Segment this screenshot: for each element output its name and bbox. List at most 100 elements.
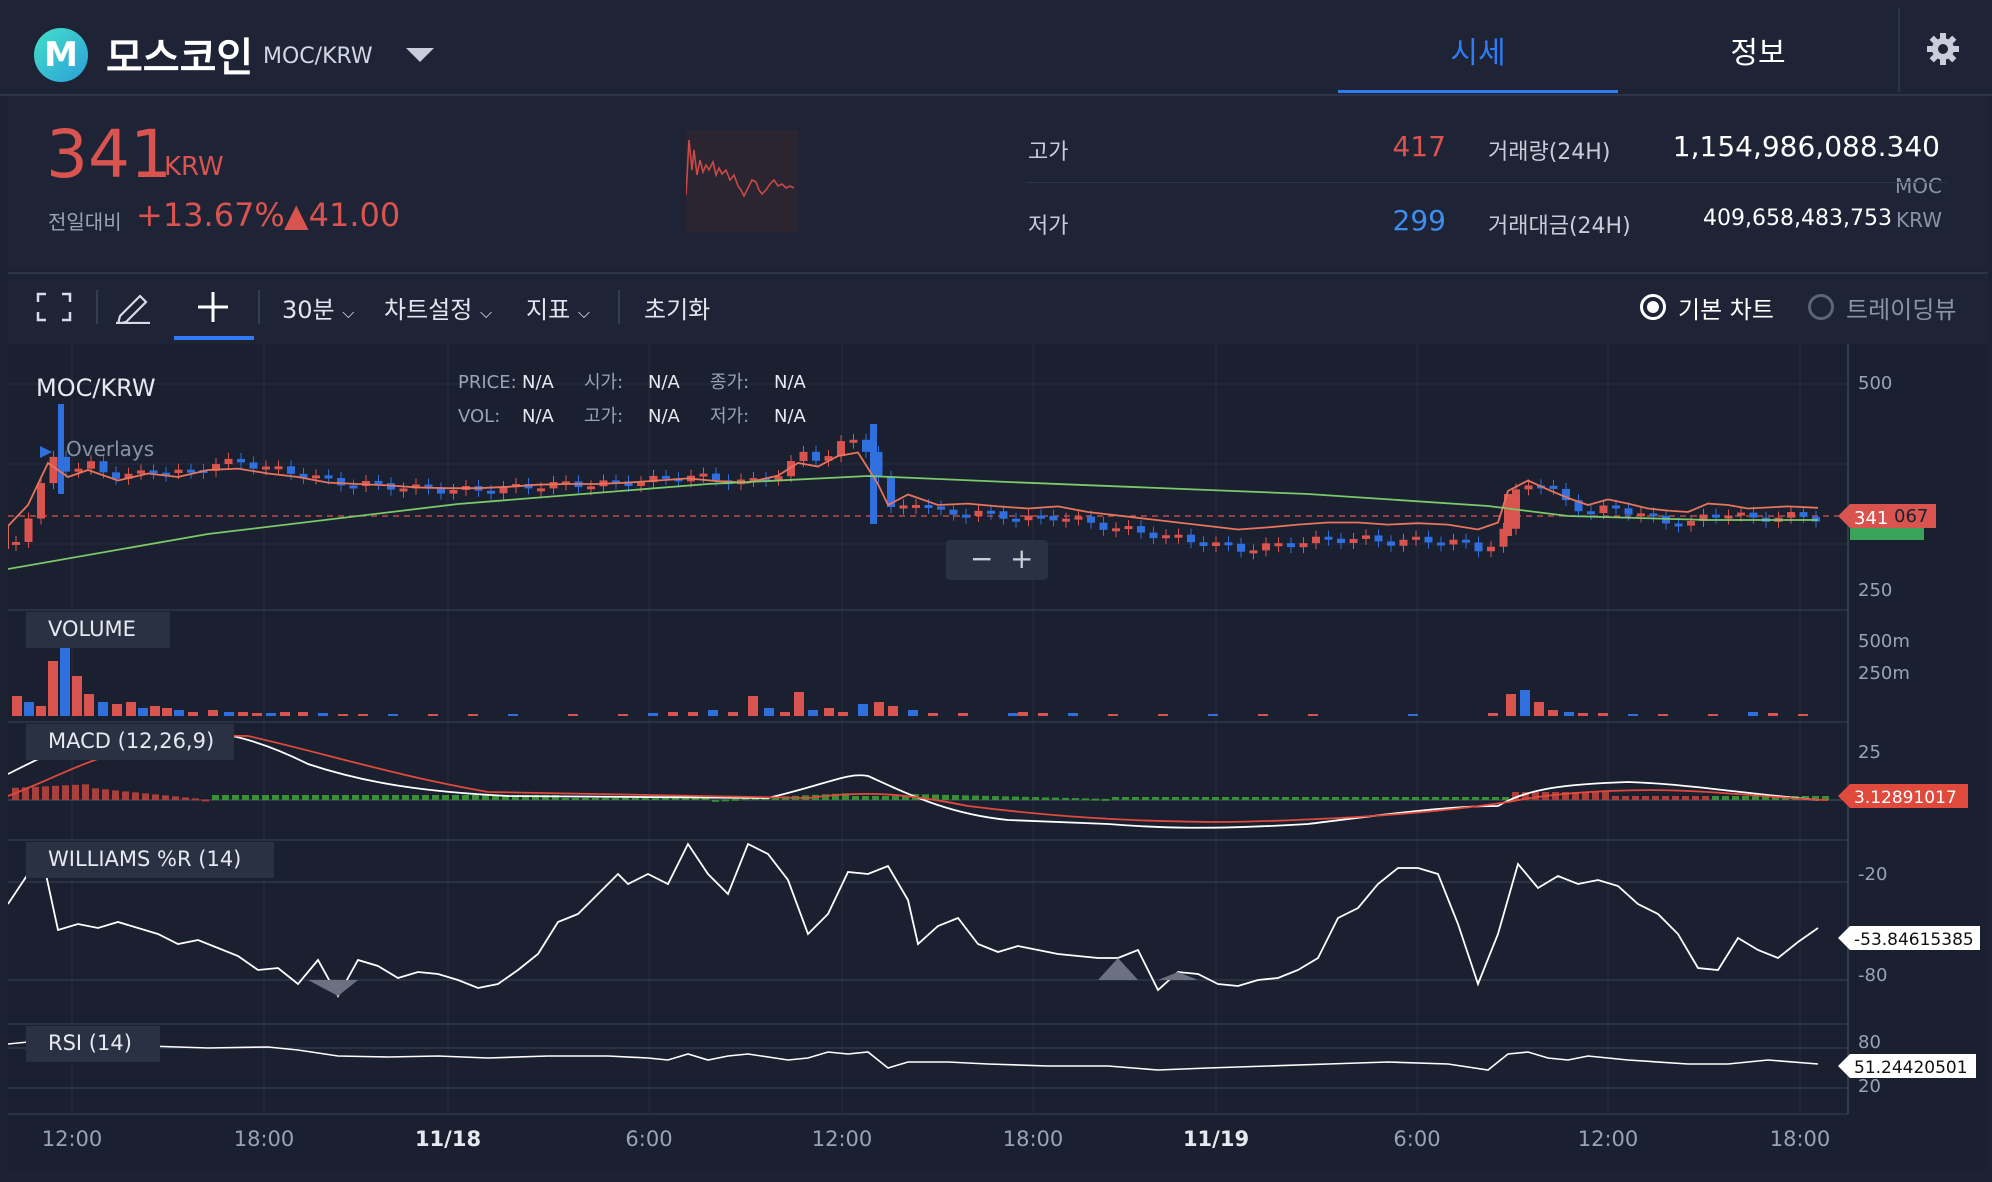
macd-histogram-bar: [942, 794, 949, 800]
candle: [58, 404, 64, 494]
macd-histogram-bar: [1592, 792, 1599, 800]
volume-bar: [1578, 713, 1588, 716]
candle: [1574, 500, 1583, 512]
tab-info[interactable]: 정보: [1730, 36, 1786, 71]
macd-histogram-bar: [892, 796, 899, 800]
oversold-fill: [308, 980, 358, 996]
tab-price[interactable]: 시세: [1450, 36, 1506, 71]
candle: [1374, 535, 1383, 542]
macd-histogram-bar: [702, 798, 709, 800]
trading-view-radio[interactable]: [1808, 294, 1834, 320]
macd-histogram-bar: [1682, 796, 1689, 800]
price-unit: KRW: [164, 152, 224, 182]
candle: [1124, 526, 1133, 530]
candle: [124, 473, 133, 479]
candle: [1362, 535, 1370, 539]
trading-view-label[interactable]: 트레이딩뷰: [1846, 296, 1957, 324]
volume-bar: [958, 713, 968, 716]
macd-histogram-bar: [1492, 797, 1499, 800]
candle: [1112, 528, 1120, 532]
candle: [562, 481, 570, 485]
time-tick: 12:00: [812, 1127, 873, 1151]
williams-tick: -80: [1858, 965, 1887, 986]
candle: [887, 476, 895, 508]
candle: [1387, 541, 1395, 546]
macd-histogram-bar: [1022, 796, 1029, 800]
candle: [1737, 512, 1745, 516]
macd-histogram-bar: [1562, 792, 1569, 800]
candle: [1324, 536, 1333, 540]
macd-histogram-bar: [1762, 796, 1769, 800]
coin-name: 모스코인: [106, 35, 254, 81]
candle: [24, 518, 33, 542]
zoom-in-button[interactable]: +: [1010, 542, 1033, 575]
macd-histogram-bar: [1422, 797, 1429, 800]
chart-settings-menu[interactable]: 차트설정 ⌵: [384, 290, 492, 325]
candle: [212, 464, 220, 471]
macd-histogram-bar: [862, 796, 869, 800]
pane-label-bg: [26, 842, 274, 878]
price-chart[interactable]: MOC/KRW Overlays PRICE: N/A 시가: N/A 종가: …: [8, 344, 1988, 1170]
pencil-icon[interactable]: [114, 290, 152, 324]
macd-histogram-bar: [22, 787, 29, 800]
macd-histogram-bar: [642, 798, 649, 800]
indicators-menu[interactable]: 지표 ⌵: [526, 290, 590, 325]
candle: [1712, 514, 1720, 518]
volume-bar: [252, 713, 262, 716]
macd-histogram-bar: [1012, 796, 1019, 800]
volume-bar: [1158, 714, 1168, 716]
price-sparkline: [686, 130, 798, 232]
candle: [937, 506, 945, 510]
macd-histogram-bar: [1642, 796, 1649, 800]
macd-histogram-bar: [262, 795, 269, 800]
macd-histogram-bar: [1552, 792, 1559, 800]
rsi-value: 51.24420501: [1854, 1058, 1968, 1078]
macd-histogram-bar: [492, 795, 499, 800]
macd-histogram-bar: [382, 795, 389, 800]
macd-histogram-bar: [1572, 792, 1579, 800]
candle: [637, 482, 645, 487]
macd-histogram-bar: [972, 795, 979, 800]
macd-histogram-bar: [1582, 792, 1589, 800]
overlays-label[interactable]: Overlays: [66, 437, 154, 461]
volume-bar: [1408, 714, 1418, 716]
candle: [874, 451, 883, 477]
ohlc-value: N/A: [522, 372, 555, 393]
volume-bar: [60, 626, 70, 716]
zoom-out-button[interactable]: −: [970, 542, 993, 575]
candle: [1262, 543, 1270, 551]
crosshair-icon[interactable]: [196, 290, 230, 324]
candle: [224, 458, 233, 465]
gear-icon[interactable]: [1926, 32, 1960, 66]
basic-chart-label[interactable]: 기본 차트: [1678, 296, 1774, 324]
play-icon[interactable]: [40, 446, 52, 458]
time-tick: 6:00: [625, 1127, 672, 1151]
candle: [1524, 485, 1533, 490]
macd-histogram-bar: [1472, 797, 1479, 800]
candle: [324, 475, 333, 479]
macd-histogram-bar: [1002, 796, 1009, 800]
radio-dot: [1647, 301, 1659, 313]
macd-histogram-bar: [992, 796, 999, 800]
macd-histogram-bar: [1732, 796, 1739, 800]
macd-histogram-bar: [172, 796, 179, 800]
candle: [1162, 535, 1170, 539]
macd-histogram-bar: [1032, 797, 1039, 800]
basic-chart-radio[interactable]: [1640, 294, 1666, 320]
macd-histogram-bar: [282, 795, 289, 800]
macd-histogram-bar: [1812, 796, 1819, 800]
macd-histogram-bar: [392, 795, 399, 800]
candle: [749, 478, 758, 482]
reset-button[interactable]: 초기화: [644, 296, 711, 324]
volume-bar: [908, 710, 918, 716]
fullscreen-icon[interactable]: [36, 292, 72, 322]
chevron-down-icon[interactable]: [406, 48, 434, 62]
rsi-tick: 20: [1858, 1076, 1881, 1097]
candle: [762, 478, 770, 482]
interval-select[interactable]: 30분 ⌵: [282, 290, 354, 325]
macd-histogram-bar: [1332, 797, 1339, 800]
candle: [1237, 543, 1245, 552]
high-label: 고가: [1028, 140, 1069, 165]
candle: [1037, 515, 1045, 519]
macd-histogram-bar: [1302, 797, 1309, 800]
